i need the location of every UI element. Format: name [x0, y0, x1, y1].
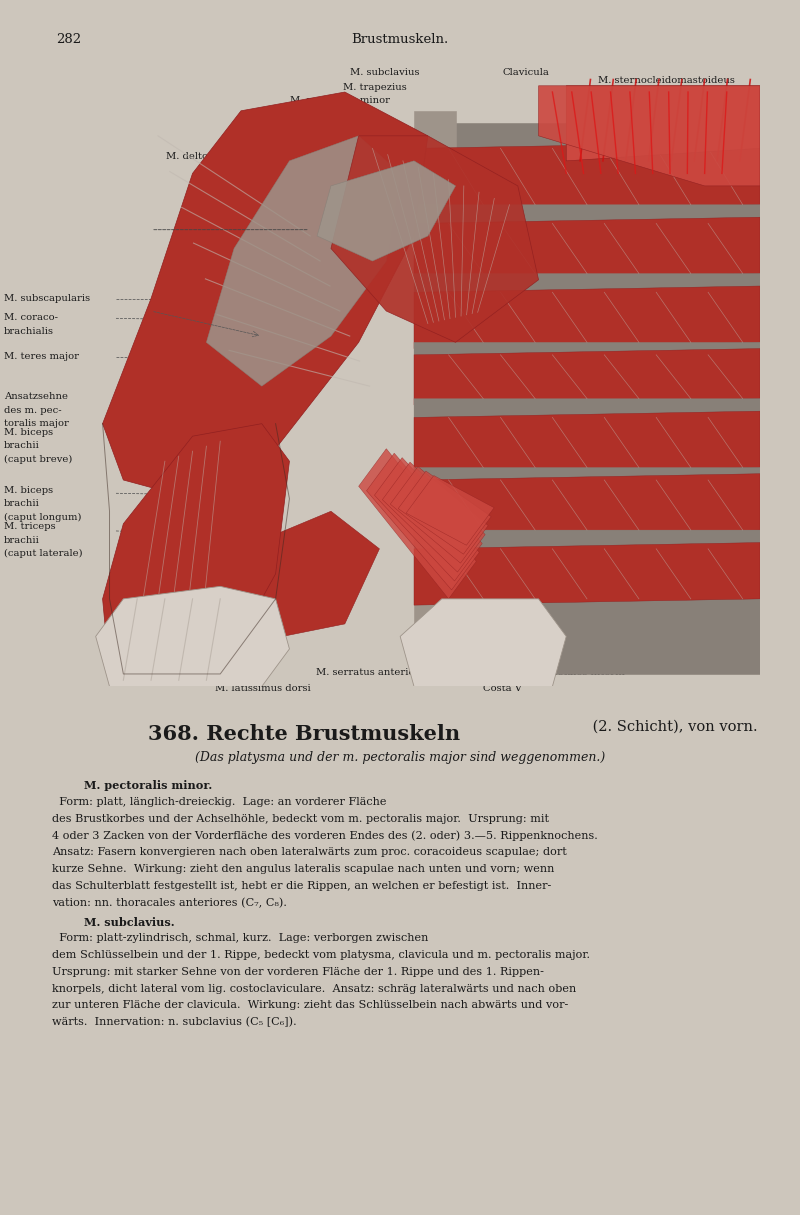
Text: Costa V: Costa V: [483, 684, 522, 693]
Polygon shape: [566, 86, 760, 160]
Text: M. triceps: M. triceps: [4, 522, 56, 531]
Polygon shape: [538, 86, 760, 186]
Text: des m. pec-: des m. pec-: [4, 406, 62, 414]
Polygon shape: [390, 467, 488, 563]
Polygon shape: [317, 160, 455, 261]
Polygon shape: [414, 111, 455, 625]
Polygon shape: [414, 474, 760, 536]
Polygon shape: [414, 273, 760, 293]
Text: (caput breve): (caput breve): [4, 454, 72, 464]
Text: M. biceps: M. biceps: [4, 428, 53, 436]
Text: Costa I: Costa I: [685, 231, 721, 241]
Text: Mm. intercostales interni: Mm. intercostales interni: [495, 668, 625, 677]
Text: vation: nn. thoracales anteriores (C₇, C₈).: vation: nn. thoracales anteriores (C₇, C…: [52, 898, 287, 908]
Polygon shape: [366, 453, 479, 590]
Text: M. serratus anterior: M. serratus anterior: [316, 668, 420, 677]
Text: kurze Sehne.  Wirkung: zieht den angulus lateralis scapulae nach unten und vorn;: kurze Sehne. Wirkung: zieht den angulus …: [52, 864, 554, 874]
Text: M. subscapularis: M. subscapularis: [4, 294, 90, 303]
Polygon shape: [414, 543, 760, 605]
Text: M. subclavius.: M. subclavius.: [84, 916, 174, 927]
Polygon shape: [414, 468, 760, 480]
Text: 4 oder 3 Zacken von der Vorderfläche des vorderen Endes des (2. oder) 3.—5. Ripp: 4 oder 3 Zacken von der Vorderfläche des…: [52, 830, 598, 841]
Polygon shape: [382, 462, 485, 572]
Polygon shape: [96, 587, 290, 686]
Text: Processus coracoideus: Processus coracoideus: [257, 109, 372, 119]
Text: (2. Schicht), von vorn.: (2. Schicht), von vorn.: [588, 719, 758, 734]
Polygon shape: [414, 286, 760, 349]
Polygon shape: [414, 399, 760, 418]
Text: Form: platt, länglich-dreieckig.  Lage: an vorderer Fläche: Form: platt, länglich-dreieckig. Lage: a…: [52, 797, 386, 807]
Text: Form: platt-zylindrisch, schmal, kurz.  Lage: verborgen zwischen: Form: platt-zylindrisch, schmal, kurz. L…: [52, 933, 428, 943]
Text: Ansatzsehne: Ansatzsehne: [4, 392, 68, 401]
Polygon shape: [414, 349, 760, 405]
Text: Ansatz: Fasern konvergieren nach oben lateralwärts zum proc. coracoideus scapula: Ansatz: Fasern konvergieren nach oben la…: [52, 847, 566, 857]
Text: M. coraco-: M. coraco-: [4, 313, 58, 322]
Polygon shape: [428, 124, 760, 674]
Polygon shape: [400, 599, 566, 686]
Text: (Das platysma und der m. pectoralis major sind weggenommen.): (Das platysma und der m. pectoralis majo…: [195, 751, 605, 764]
Polygon shape: [414, 217, 760, 279]
Polygon shape: [358, 448, 476, 599]
Polygon shape: [398, 471, 491, 554]
Text: M. pectoralis minor.: M. pectoralis minor.: [84, 780, 212, 791]
Text: Sternum: Sternum: [688, 388, 732, 397]
Polygon shape: [414, 343, 760, 355]
Text: M. latissimus dorsi: M. latissimus dorsi: [214, 684, 310, 693]
Polygon shape: [414, 411, 760, 474]
Polygon shape: [414, 530, 760, 549]
Polygon shape: [414, 204, 760, 224]
Text: Clavicula: Clavicula: [502, 68, 550, 78]
Text: M. teres major: M. teres major: [4, 352, 79, 361]
Text: das Schulterblatt festgestellt ist, hebt er die Rippen, an welchen er befestigt : das Schulterblatt festgestellt ist, hebt…: [52, 881, 551, 891]
Text: M. sternocleidomastoideus: M. sternocleidomastoideus: [598, 75, 735, 85]
Polygon shape: [138, 512, 379, 649]
Text: zur unteren Fläche der clavicula.  Wirkung: zieht das Schlüsselbein nach abwärts: zur unteren Fläche der clavicula. Wirkun…: [52, 1000, 568, 1011]
Polygon shape: [374, 458, 482, 581]
Text: brachii: brachii: [4, 499, 40, 508]
Text: wärts.  Innervation: n. subclavius (C₅ [C₆]).: wärts. Innervation: n. subclavius (C₅ [C…: [52, 1017, 297, 1028]
Text: toralis major: toralis major: [4, 419, 69, 428]
Text: Acromion: Acromion: [311, 123, 360, 132]
Text: knorpels, dicht lateral vom lig. costoclaviculare.  Ansatz: schräg lateralwärts : knorpels, dicht lateral vom lig. costocl…: [52, 984, 576, 994]
Polygon shape: [406, 475, 494, 546]
Text: brachii: brachii: [4, 441, 40, 450]
Text: brachii: brachii: [4, 536, 40, 544]
Polygon shape: [206, 136, 400, 386]
Polygon shape: [414, 142, 760, 211]
Polygon shape: [331, 136, 538, 343]
Text: 368. Rechte Brustmuskeln: 368. Rechte Brustmuskeln: [148, 724, 460, 744]
Text: M. deltoideus: M. deltoideus: [166, 152, 234, 162]
Text: M. trapezius: M. trapezius: [342, 83, 406, 92]
Text: 282: 282: [56, 33, 81, 46]
Text: (caput laterale): (caput laterale): [4, 549, 82, 559]
Text: M. subclavius: M. subclavius: [350, 68, 420, 78]
Text: dem Schlüsselbein und der 1. Rippe, bedeckt vom platysma, clavicula und m. pecto: dem Schlüsselbein und der 1. Rippe, bede…: [52, 950, 590, 960]
Text: (caput longum): (caput longum): [4, 513, 82, 522]
Text: M. biceps: M. biceps: [4, 486, 53, 495]
Text: M. pectoralis minor: M. pectoralis minor: [290, 96, 390, 106]
Text: des Brustkorbes und der Achselhöhle, bedeckt vom m. pectoralis major.  Ursprung:: des Brustkorbes und der Achselhöhle, bed…: [52, 814, 549, 824]
Text: brachialis: brachialis: [4, 327, 54, 335]
Polygon shape: [102, 92, 428, 499]
Text: Brustmuskeln.: Brustmuskeln.: [351, 33, 449, 46]
Polygon shape: [102, 424, 290, 674]
Text: Ursprung: mit starker Sehne von der vorderen Fläche der 1. Rippe und des 1. Ripp: Ursprung: mit starker Sehne von der vord…: [52, 967, 544, 977]
